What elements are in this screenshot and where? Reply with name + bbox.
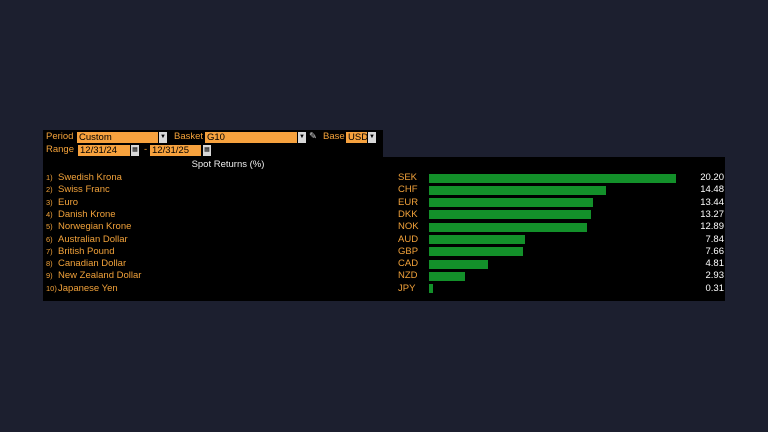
- bar: [429, 259, 488, 269]
- basket-input[interactable]: G10: [205, 132, 297, 143]
- base-input[interactable]: USD: [346, 132, 369, 143]
- currency-name[interactable]: Australian Dollar: [58, 233, 128, 245]
- range-end-input[interactable]: 12/31/25: [150, 145, 201, 156]
- row-number[interactable]: 8): [46, 259, 53, 269]
- bar: [429, 247, 523, 257]
- value-label: 7.66: [705, 245, 725, 257]
- label: Basket: [174, 131, 204, 142]
- period-input[interactable]: Custom: [77, 132, 158, 143]
- value-label: 7.84: [705, 233, 725, 245]
- currency-code: CAD: [398, 258, 419, 270]
- bar: [429, 173, 677, 183]
- currency-name[interactable]: Swiss Franc: [58, 184, 110, 196]
- currency-code: GBP: [398, 245, 419, 257]
- edit-icon[interactable]: ✎: [309, 131, 317, 142]
- value-label: 20.20: [700, 172, 724, 183]
- range-start-input[interactable]: 12/31/24: [78, 145, 130, 156]
- row-number[interactable]: 2): [46, 185, 53, 195]
- currency-name[interactable]: New Zealand Dollar: [58, 270, 142, 282]
- currency-code: NZD: [398, 270, 418, 282]
- currency-name[interactable]: Norwegian Krone: [58, 221, 132, 233]
- currency-code: JPY: [398, 282, 416, 294]
- label: Range: [46, 144, 74, 155]
- currency-code: AUD: [398, 233, 419, 245]
- currency-name[interactable]: Japanese Yen: [58, 282, 118, 294]
- bar: [429, 222, 587, 232]
- dropdown-arrow[interactable]: ▼: [159, 132, 167, 143]
- currency-name[interactable]: Swedish Krona: [58, 172, 122, 183]
- row-number[interactable]: 1): [46, 173, 53, 182]
- calendar-icon[interactable]: ▦: [203, 145, 211, 156]
- row-number[interactable]: 7): [46, 246, 53, 256]
- dropdown-arrow[interactable]: ▼: [298, 132, 306, 143]
- currency-code: DKK: [398, 208, 418, 220]
- label: Period: [46, 131, 74, 142]
- value-label: 14.48: [700, 184, 724, 196]
- row-number[interactable]: 3): [46, 197, 53, 207]
- value-label: 12.89: [700, 221, 724, 233]
- bar: [429, 185, 607, 195]
- separator: -: [144, 144, 148, 155]
- value-label: 2.93: [705, 270, 725, 282]
- row-number[interactable]: 10): [46, 283, 57, 293]
- currency-name[interactable]: British Pound: [58, 245, 115, 257]
- value-label: 4.81: [705, 258, 725, 270]
- bar: [429, 198, 594, 208]
- currency-code: NOK: [398, 221, 419, 233]
- value-label: 13.44: [700, 196, 724, 208]
- value-label: 0.31: [705, 282, 725, 294]
- value-label: 13.27: [700, 208, 724, 220]
- currency-name[interactable]: Danish Krone: [58, 208, 116, 220]
- currency-code: CHF: [398, 184, 418, 196]
- bar: [429, 271, 465, 281]
- currency-name[interactable]: Euro: [58, 196, 79, 208]
- row-number[interactable]: 9): [46, 271, 53, 281]
- bar: [429, 284, 433, 294]
- bar: [429, 235, 525, 244]
- bar: [429, 210, 592, 220]
- label: Base: [323, 131, 345, 142]
- currency-code: SEK: [398, 172, 418, 183]
- currency-code: EUR: [398, 196, 419, 208]
- calendar-icon[interactable]: ▦: [131, 145, 139, 156]
- row-number[interactable]: 4): [46, 209, 53, 219]
- row-number[interactable]: 6): [46, 234, 53, 244]
- row-number[interactable]: 5): [46, 222, 53, 232]
- currency-name[interactable]: Canadian Dollar: [58, 258, 127, 270]
- table-title: Spot Returns (%): [191, 159, 265, 170]
- dropdown-arrow[interactable]: ▼: [368, 132, 376, 143]
